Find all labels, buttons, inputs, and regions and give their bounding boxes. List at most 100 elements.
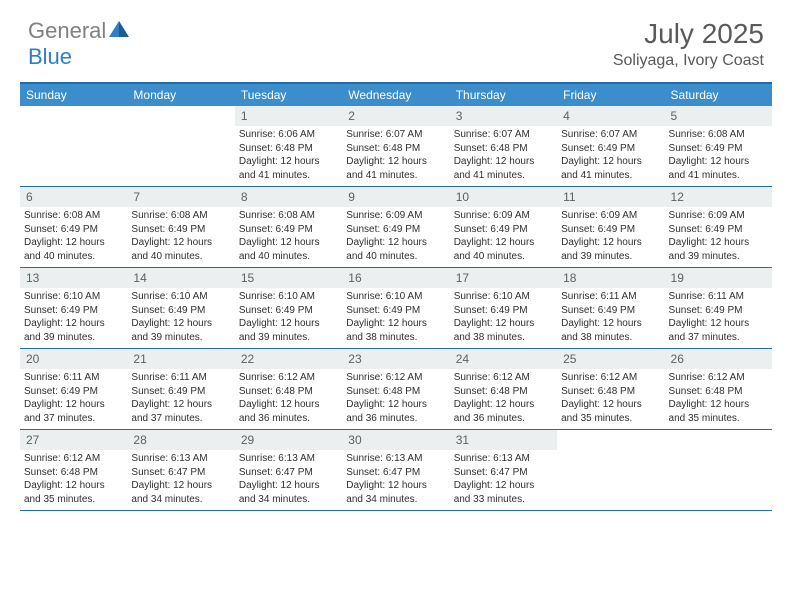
day-cell: 6Sunrise: 6:08 AMSunset: 6:49 PMDaylight…	[20, 187, 127, 267]
daylight-line: Daylight: 12 hours and 36 minutes.	[346, 398, 445, 425]
day-data: Sunrise: 6:11 AMSunset: 6:49 PMDaylight:…	[127, 369, 234, 429]
daylight-line: Daylight: 12 hours and 37 minutes.	[131, 398, 230, 425]
day-cell: 21Sunrise: 6:11 AMSunset: 6:49 PMDayligh…	[127, 349, 234, 429]
sunset-line: Sunset: 6:49 PM	[346, 304, 445, 318]
day-data: Sunrise: 6:10 AMSunset: 6:49 PMDaylight:…	[20, 288, 127, 348]
sunset-line: Sunset: 6:49 PM	[131, 385, 230, 399]
day-cell	[665, 430, 772, 510]
day-data: Sunrise: 6:07 AMSunset: 6:48 PMDaylight:…	[450, 126, 557, 186]
day-data: Sunrise: 6:11 AMSunset: 6:49 PMDaylight:…	[20, 369, 127, 429]
day-data: Sunrise: 6:07 AMSunset: 6:48 PMDaylight:…	[342, 126, 449, 186]
sunset-line: Sunset: 6:49 PM	[346, 223, 445, 237]
sunset-line: Sunset: 6:48 PM	[239, 142, 338, 156]
daylight-line: Daylight: 12 hours and 39 minutes.	[239, 317, 338, 344]
sunset-line: Sunset: 6:49 PM	[669, 304, 768, 318]
sunset-line: Sunset: 6:49 PM	[561, 223, 660, 237]
sunset-line: Sunset: 6:48 PM	[346, 142, 445, 156]
sunset-line: Sunset: 6:48 PM	[454, 142, 553, 156]
sunrise-line: Sunrise: 6:06 AM	[239, 128, 338, 142]
day-number: 1	[235, 106, 342, 126]
day-cell	[20, 106, 127, 186]
day-data: Sunrise: 6:10 AMSunset: 6:49 PMDaylight:…	[342, 288, 449, 348]
day-data: Sunrise: 6:09 AMSunset: 6:49 PMDaylight:…	[665, 207, 772, 267]
daylight-line: Daylight: 12 hours and 35 minutes.	[669, 398, 768, 425]
day-cell: 17Sunrise: 6:10 AMSunset: 6:49 PMDayligh…	[450, 268, 557, 348]
day-data: Sunrise: 6:10 AMSunset: 6:49 PMDaylight:…	[235, 288, 342, 348]
sunrise-line: Sunrise: 6:08 AM	[239, 209, 338, 223]
day-cell: 18Sunrise: 6:11 AMSunset: 6:49 PMDayligh…	[557, 268, 664, 348]
daylight-line: Daylight: 12 hours and 37 minutes.	[24, 398, 123, 425]
daylight-line: Daylight: 12 hours and 40 minutes.	[239, 236, 338, 263]
day-number: 9	[342, 187, 449, 207]
sunrise-line: Sunrise: 6:12 AM	[561, 371, 660, 385]
sunset-line: Sunset: 6:48 PM	[669, 385, 768, 399]
dayhead-sat: Saturday	[665, 84, 772, 106]
sunrise-line: Sunrise: 6:07 AM	[454, 128, 553, 142]
day-data: Sunrise: 6:13 AMSunset: 6:47 PMDaylight:…	[235, 450, 342, 510]
day-number	[557, 430, 664, 449]
weeks-container: 1Sunrise: 6:06 AMSunset: 6:48 PMDaylight…	[20, 106, 772, 511]
day-number: 5	[665, 106, 772, 126]
day-data: Sunrise: 6:13 AMSunset: 6:47 PMDaylight:…	[342, 450, 449, 510]
day-data: Sunrise: 6:11 AMSunset: 6:49 PMDaylight:…	[557, 288, 664, 348]
sunrise-line: Sunrise: 6:12 AM	[454, 371, 553, 385]
daylight-line: Daylight: 12 hours and 36 minutes.	[239, 398, 338, 425]
sunrise-line: Sunrise: 6:13 AM	[346, 452, 445, 466]
day-data: Sunrise: 6:13 AMSunset: 6:47 PMDaylight:…	[450, 450, 557, 510]
sunrise-line: Sunrise: 6:13 AM	[131, 452, 230, 466]
sunrise-line: Sunrise: 6:11 AM	[24, 371, 123, 385]
day-cell: 11Sunrise: 6:09 AMSunset: 6:49 PMDayligh…	[557, 187, 664, 267]
daylight-line: Daylight: 12 hours and 38 minutes.	[454, 317, 553, 344]
day-number: 17	[450, 268, 557, 288]
daylight-line: Daylight: 12 hours and 39 minutes.	[669, 236, 768, 263]
daylight-line: Daylight: 12 hours and 39 minutes.	[131, 317, 230, 344]
daylight-line: Daylight: 12 hours and 39 minutes.	[24, 317, 123, 344]
daylight-line: Daylight: 12 hours and 41 minutes.	[346, 155, 445, 182]
sunset-line: Sunset: 6:48 PM	[239, 385, 338, 399]
day-number: 14	[127, 268, 234, 288]
sunrise-line: Sunrise: 6:09 AM	[669, 209, 768, 223]
sunset-line: Sunset: 6:49 PM	[561, 304, 660, 318]
day-data: Sunrise: 6:07 AMSunset: 6:49 PMDaylight:…	[557, 126, 664, 186]
sunrise-line: Sunrise: 6:10 AM	[454, 290, 553, 304]
daylight-line: Daylight: 12 hours and 40 minutes.	[346, 236, 445, 263]
day-data: Sunrise: 6:12 AMSunset: 6:48 PMDaylight:…	[342, 369, 449, 429]
day-data: Sunrise: 6:12 AMSunset: 6:48 PMDaylight:…	[235, 369, 342, 429]
day-cell: 1Sunrise: 6:06 AMSunset: 6:48 PMDaylight…	[235, 106, 342, 186]
sunrise-line: Sunrise: 6:09 AM	[346, 209, 445, 223]
day-number: 21	[127, 349, 234, 369]
day-cell: 2Sunrise: 6:07 AMSunset: 6:48 PMDaylight…	[342, 106, 449, 186]
day-data: Sunrise: 6:12 AMSunset: 6:48 PMDaylight:…	[665, 369, 772, 429]
day-data: Sunrise: 6:08 AMSunset: 6:49 PMDaylight:…	[235, 207, 342, 267]
dayhead-fri: Friday	[557, 84, 664, 106]
day-number: 26	[665, 349, 772, 369]
day-cell: 4Sunrise: 6:07 AMSunset: 6:49 PMDaylight…	[557, 106, 664, 186]
day-cell: 10Sunrise: 6:09 AMSunset: 6:49 PMDayligh…	[450, 187, 557, 267]
daylight-line: Daylight: 12 hours and 34 minutes.	[346, 479, 445, 506]
day-number: 8	[235, 187, 342, 207]
sunrise-line: Sunrise: 6:07 AM	[346, 128, 445, 142]
day-data: Sunrise: 6:09 AMSunset: 6:49 PMDaylight:…	[342, 207, 449, 267]
sunset-line: Sunset: 6:48 PM	[454, 385, 553, 399]
sunset-line: Sunset: 6:49 PM	[24, 304, 123, 318]
day-data: Sunrise: 6:09 AMSunset: 6:49 PMDaylight:…	[557, 207, 664, 267]
daylight-line: Daylight: 12 hours and 40 minutes.	[24, 236, 123, 263]
sunrise-line: Sunrise: 6:11 AM	[669, 290, 768, 304]
day-number: 10	[450, 187, 557, 207]
week-row: 13Sunrise: 6:10 AMSunset: 6:49 PMDayligh…	[20, 268, 772, 349]
sunrise-line: Sunrise: 6:08 AM	[24, 209, 123, 223]
daylight-line: Daylight: 12 hours and 34 minutes.	[131, 479, 230, 506]
day-number: 23	[342, 349, 449, 369]
sunset-line: Sunset: 6:47 PM	[454, 466, 553, 480]
brand-part2-wrap: Blue	[28, 44, 72, 70]
day-cell: 30Sunrise: 6:13 AMSunset: 6:47 PMDayligh…	[342, 430, 449, 510]
daylight-line: Daylight: 12 hours and 40 minutes.	[131, 236, 230, 263]
day-cell: 27Sunrise: 6:12 AMSunset: 6:48 PMDayligh…	[20, 430, 127, 510]
daylight-line: Daylight: 12 hours and 33 minutes.	[454, 479, 553, 506]
daylight-line: Daylight: 12 hours and 38 minutes.	[561, 317, 660, 344]
day-number: 2	[342, 106, 449, 126]
day-number: 7	[127, 187, 234, 207]
brand-triangle-icon	[108, 20, 130, 43]
day-cell	[127, 106, 234, 186]
sunrise-line: Sunrise: 6:13 AM	[239, 452, 338, 466]
